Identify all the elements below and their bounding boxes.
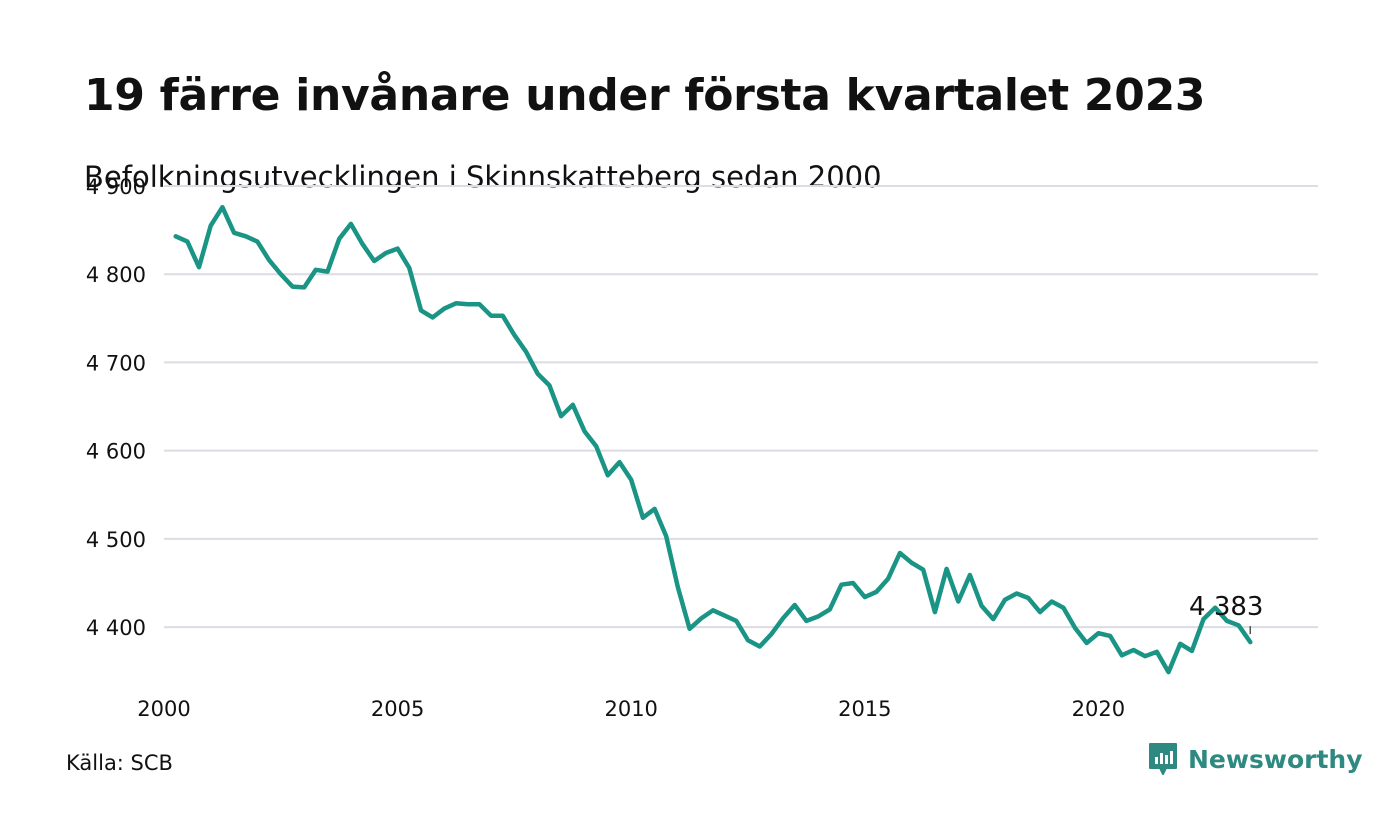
y-tick-label: 4 500 <box>86 528 146 552</box>
x-tick-label: 2010 <box>604 697 657 721</box>
y-tick-label: 4 900 <box>86 175 146 199</box>
source-credit: Källa: SCB <box>66 751 173 775</box>
y-axis-tick-labels: 4 400 4 500 4 600 4 700 4 800 4 900 <box>86 175 146 640</box>
x-axis-tick-labels: 2000 2005 2010 2015 2020 <box>137 697 1125 721</box>
x-tick-label: 2020 <box>1072 697 1125 721</box>
newsworthy-logo-icon <box>1149 743 1177 775</box>
y-tick-label: 4 700 <box>86 351 146 375</box>
x-tick-label: 2015 <box>838 697 891 721</box>
series-line <box>173 204 1253 675</box>
annotation-layer: 4 383 <box>1189 592 1263 635</box>
x-tick-label: 2000 <box>137 697 190 721</box>
brand-logo: Newsworthy <box>1148 742 1363 776</box>
y-tick-label: 4 400 <box>86 616 146 640</box>
x-tick-label: 2005 <box>371 697 424 721</box>
chart-subtitle: Befolkningsutvecklingen i Skinnskatteber… <box>84 160 882 194</box>
y-tick-label: 4 600 <box>86 440 146 464</box>
chart-title: 19 färre invånare under första kvartalet… <box>84 70 1206 121</box>
last-value-label: 4 383 <box>1189 592 1263 622</box>
gridlines <box>164 185 1318 629</box>
y-tick-label: 4 800 <box>86 263 146 287</box>
series-layer <box>173 204 1253 675</box>
brand-name: Newsworthy <box>1188 744 1363 774</box>
